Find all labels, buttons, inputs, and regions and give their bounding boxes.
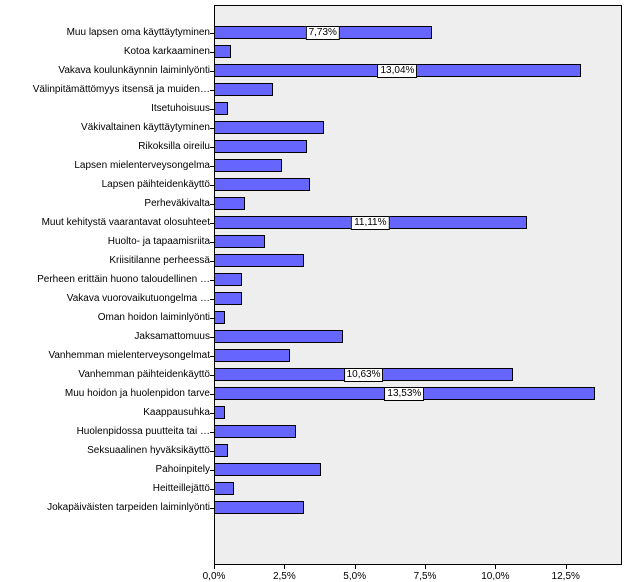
y-axis-label: Vakava koulunkäynnin laiminlyönti <box>58 66 210 76</box>
y-axis-label: Huolenpidossa puutteita tai … <box>77 427 210 437</box>
bar <box>214 292 242 305</box>
bar-rect <box>214 501 304 514</box>
y-axis-label: Vanhemman päihteidenkäyttö <box>78 370 210 380</box>
bar <box>214 425 296 438</box>
bar-rect <box>214 102 228 115</box>
y-axis-label: Kaappausuhka <box>143 408 210 418</box>
bar-rect <box>214 121 324 134</box>
y-axis-label: Lapsen päihteidenkäyttö <box>102 180 210 190</box>
bar-value-label: 10,63% <box>344 368 384 382</box>
bar-rect <box>214 425 296 438</box>
bar-rect <box>214 45 231 58</box>
x-axis-tick <box>495 565 496 569</box>
bar: 11,11% <box>214 216 527 229</box>
bar-rect <box>214 178 310 191</box>
y-axis-label: Jokapäiväisten tarpeiden laiminlyönti <box>47 503 210 513</box>
bar <box>214 482 234 495</box>
bar-rect <box>214 197 245 210</box>
bar <box>214 463 321 476</box>
bar <box>214 121 324 134</box>
bar-rect <box>214 140 307 153</box>
x-axis-tick-label: 12,5% <box>552 571 580 582</box>
x-axis-tick-label: 7,5% <box>414 571 437 582</box>
y-axis-label: Jaksamattomuus <box>134 332 210 342</box>
bar-rect <box>214 83 273 96</box>
plot-area <box>214 5 622 565</box>
x-axis-tick <box>214 565 215 569</box>
bar-rect <box>214 254 304 267</box>
bar <box>214 178 310 191</box>
bar: 13,53% <box>214 387 595 400</box>
bar-rect <box>214 292 242 305</box>
bar-rect <box>214 349 290 362</box>
y-axis-label: Heitteillejättö <box>153 484 210 494</box>
y-axis-label: Kriisitilanne perheessä <box>109 256 210 266</box>
bar <box>214 235 265 248</box>
bar-value-label: 7,73% <box>306 26 340 40</box>
bar: 13,04% <box>214 64 581 77</box>
bar: 10,63% <box>214 368 513 381</box>
bar-rect <box>214 463 321 476</box>
bar-rect <box>214 311 225 324</box>
y-axis-label: Väkivaltainen käyttäytyminen <box>81 123 210 133</box>
x-axis-tick <box>284 565 285 569</box>
bar <box>214 45 231 58</box>
bar <box>214 406 225 419</box>
bar <box>214 501 304 514</box>
bar <box>214 254 304 267</box>
y-axis-label: Vanhemman mielenterveysongelmat <box>48 351 210 361</box>
x-axis-tick <box>425 565 426 569</box>
bar <box>214 102 228 115</box>
bar <box>214 83 273 96</box>
bar <box>214 311 225 324</box>
bar-rect <box>214 406 225 419</box>
x-axis-tick <box>355 565 356 569</box>
x-axis-tick-label: 5,0% <box>343 571 366 582</box>
y-axis-label: Perheen erittäin huono taloudellinen … <box>37 275 210 285</box>
bar <box>214 197 245 210</box>
bar-rect <box>214 444 228 457</box>
y-axis-label: Muu hoidon ja huolenpidon tarve <box>65 389 210 399</box>
chart-stage: Muu lapsen oma käyttäytyminen 7,73% Kotoa … <box>0 0 627 578</box>
y-axis-label: Muut kehitystä vaarantavat olosuhteet <box>42 218 210 228</box>
y-axis-label: Pahoinpitely <box>156 465 210 475</box>
x-axis-tick <box>566 565 567 569</box>
bar-value-label: 13,53% <box>384 387 424 401</box>
bar-value-label: 11,11% <box>351 216 389 230</box>
y-axis-label: Itsetuhoisuus <box>151 104 210 114</box>
bar-rect <box>214 482 234 495</box>
bar-value-label: 13,04% <box>377 64 417 78</box>
bar <box>214 273 242 286</box>
bar-rect <box>214 273 242 286</box>
y-axis-label: Lapsen mielenterveysongelma <box>74 161 210 171</box>
x-axis-tick-label: 0,0% <box>203 571 226 582</box>
bar <box>214 444 228 457</box>
bar <box>214 349 290 362</box>
bar-rect <box>214 235 265 248</box>
x-axis-tick-label: 10,0% <box>481 571 509 582</box>
y-axis-label: Huolto- ja tapaamisriita <box>108 237 210 247</box>
bar <box>214 140 307 153</box>
y-axis-label: Vakava vuorovaikutuongelma … <box>67 294 210 304</box>
bar <box>214 330 343 343</box>
y-axis-label: Seksuaalinen hyväksikäyttö <box>87 446 210 456</box>
x-axis-tick-label: 2,5% <box>273 571 296 582</box>
y-axis-label: Muu lapsen oma käyttäytyminen <box>67 28 210 38</box>
y-axis-label: Välinpitämättömyys itsensä ja muiden… <box>33 85 210 95</box>
bar-rect <box>214 159 282 172</box>
bar <box>214 159 282 172</box>
bar-rect <box>214 330 343 343</box>
y-axis-label: Kotoa karkaaminen <box>124 47 210 57</box>
y-axis-label: Rikoksilla oireilu <box>138 142 210 152</box>
y-axis-label: Oman hoidon laiminlyönti <box>98 313 210 323</box>
y-axis-label: Perheväkivalta <box>144 199 210 209</box>
bar: 7,73% <box>214 26 432 39</box>
